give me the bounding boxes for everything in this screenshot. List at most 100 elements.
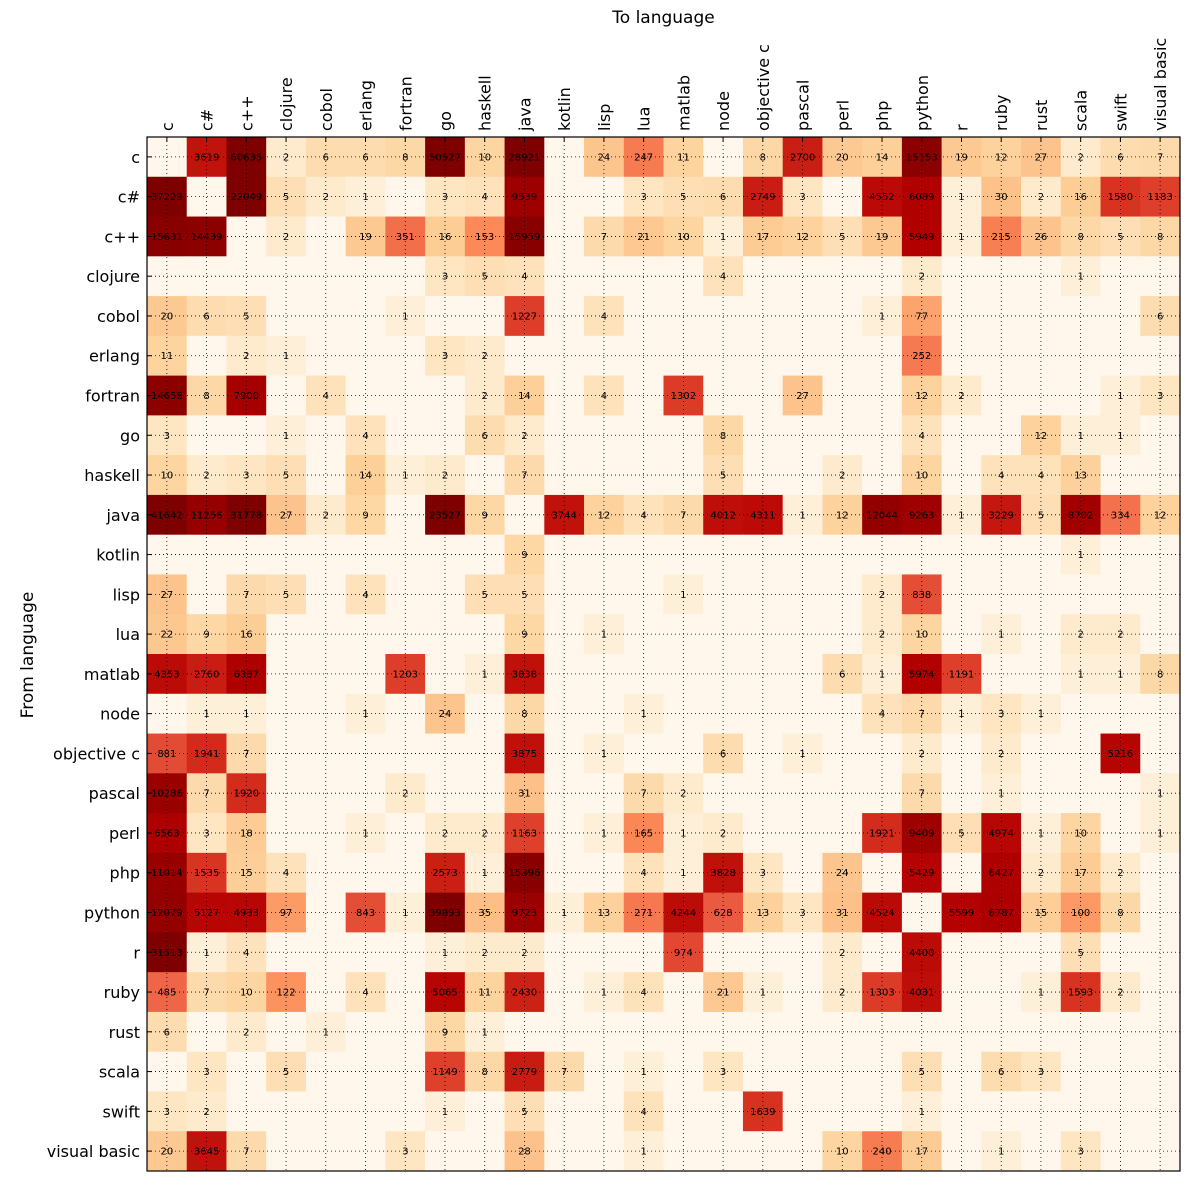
cell-value-label: 4933	[234, 908, 259, 919]
heatmap-cell	[544, 932, 585, 973]
cell-value-label: 10	[915, 471, 928, 482]
cell-value-label: 6	[323, 152, 329, 163]
cell-value-label: 31513	[151, 948, 183, 959]
cell-value-label: 7	[561, 1067, 567, 1078]
cell-value-label: 10286	[151, 789, 183, 800]
cell-value-label: 5216	[1108, 749, 1133, 760]
cell-value-label: 6	[720, 192, 726, 203]
cell-value-label: 3	[720, 1067, 726, 1078]
cell-value-label: 4311	[750, 510, 775, 521]
cell-value-label: 1	[958, 510, 964, 521]
heatmap-cell	[385, 415, 426, 456]
cell-value-label: 12	[836, 510, 849, 521]
cell-value-label: 1	[760, 988, 766, 999]
cell-value-label: 2700	[790, 152, 815, 163]
heatmap-cell	[226, 534, 267, 575]
cell-value-label: 4	[482, 192, 488, 203]
cell-value-label: 5	[680, 192, 686, 203]
cell-value-label: 3	[442, 192, 448, 203]
heatmap-cell	[584, 176, 625, 218]
heatmap-cell	[544, 216, 585, 257]
cell-value-label: 12	[995, 152, 1008, 163]
row-tick-label: scala	[99, 1063, 140, 1082]
cell-value-label: 1183	[1147, 192, 1172, 203]
cell-value-label: 2	[1038, 192, 1044, 203]
cell-value-label: 12	[1035, 431, 1048, 442]
cell-value-label: 2	[1117, 630, 1123, 641]
cell-value-label: 12	[796, 232, 809, 243]
cell-value-label: 5	[283, 590, 289, 601]
cell-value-label: 9723	[512, 908, 537, 919]
cell-value-label: 60635	[230, 152, 262, 163]
heatmap-cell	[385, 892, 426, 933]
heatmap-cell	[186, 534, 227, 575]
cell-value-label: 1227	[512, 311, 537, 322]
cell-value-label: 4	[919, 431, 925, 442]
heatmap-cell	[186, 852, 227, 894]
cell-value-label: 16	[240, 630, 253, 641]
cell-value-label: 1	[1077, 431, 1083, 442]
cell-value-label: 12079	[151, 908, 183, 919]
heatmap-cell	[544, 614, 585, 655]
row-tick-label: c	[131, 148, 140, 167]
heatmap-cell	[822, 176, 863, 218]
heatmap-cell	[385, 216, 426, 257]
cell-value-label: 5	[720, 471, 726, 482]
cell-value-label: 6089	[909, 192, 934, 203]
cell-value-label: 10	[836, 1147, 849, 1158]
heatmap-cell	[584, 852, 625, 894]
cell-value-label: 9	[482, 510, 488, 521]
cell-value-label: 23527	[429, 510, 461, 521]
cell-value-label: 7	[203, 789, 209, 800]
cell-value-label: 3875	[512, 749, 537, 760]
cell-value-label: 4	[879, 709, 885, 720]
column-tick-label: matlab	[674, 75, 693, 131]
cell-value-label: 8	[720, 431, 726, 442]
cell-value-label: 2	[482, 828, 488, 839]
cell-value-label: 5127	[194, 908, 219, 919]
cell-value-label: 1	[1077, 272, 1083, 283]
cell-value-label: 1	[1077, 669, 1083, 680]
column-tick-label: r	[952, 124, 971, 131]
heatmap-cell	[782, 614, 823, 655]
cell-value-label: 2	[521, 948, 527, 959]
cell-value-label: 1	[720, 232, 726, 243]
row-tick-label: kotlin	[96, 546, 140, 565]
cell-value-label: 351	[396, 232, 415, 243]
cell-value-label: 8	[760, 152, 766, 163]
cell-value-label: 3	[1157, 391, 1163, 402]
cell-value-label: 9	[521, 550, 527, 561]
cell-value-label: 1302	[671, 391, 696, 402]
column-tick-label: lua	[635, 107, 654, 131]
cell-value-label: 9	[521, 630, 527, 641]
cell-value-label: 19	[876, 232, 889, 243]
cell-value-label: 2	[402, 789, 408, 800]
column-tick-label: lisp	[595, 104, 614, 131]
cell-value-label: 2	[1117, 868, 1123, 879]
cell-value-label: 1	[1077, 550, 1083, 561]
heatmap-cell	[584, 256, 625, 297]
row-tick-label: php	[110, 864, 140, 883]
cell-value-label: 6	[1117, 152, 1123, 163]
cell-value-label: 100	[1071, 908, 1090, 919]
heatmap-cell	[226, 256, 267, 297]
cell-value-label: 2	[1077, 152, 1083, 163]
cell-value-label: 1	[958, 709, 964, 720]
cell-value-label: 77	[915, 311, 928, 322]
cell-value-label: 7	[243, 749, 249, 760]
cell-value-label: 3828	[710, 868, 735, 879]
column-tick-label: clojure	[277, 77, 296, 131]
cell-value-label: 5	[839, 232, 845, 243]
heatmap-cell	[1140, 256, 1181, 297]
cell-value-label: 15	[1035, 908, 1048, 919]
cell-value-label: 2430	[512, 988, 537, 999]
column-tick-label: kotlin	[555, 87, 574, 131]
cell-value-label: 1921	[869, 828, 894, 839]
cell-value-label: 2	[203, 471, 209, 482]
cell-value-label: 35	[478, 908, 491, 919]
cell-value-label: 2	[323, 510, 329, 521]
cell-value-label: 2	[283, 152, 289, 163]
cell-value-label: 5	[482, 272, 488, 283]
cell-value-label: 41642	[151, 510, 183, 521]
cell-value-label: 7	[640, 789, 646, 800]
